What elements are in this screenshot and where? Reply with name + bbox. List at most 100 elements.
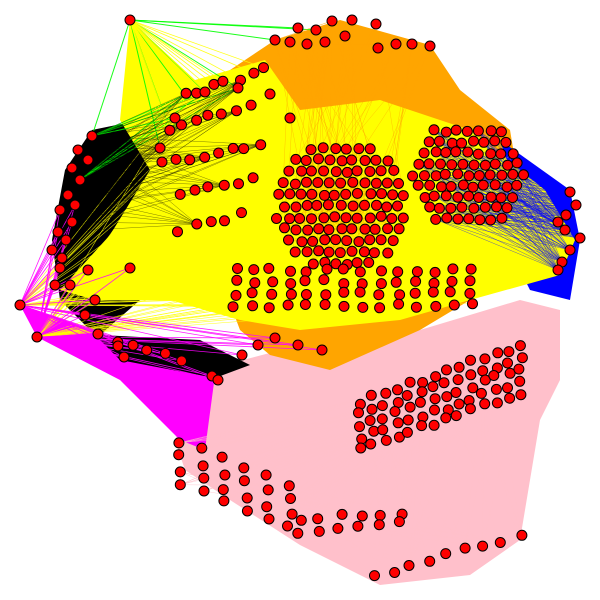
- graph-node: [382, 155, 394, 167]
- graph-node: [564, 186, 576, 198]
- edge: [19, 270, 291, 306]
- edge: [479, 219, 571, 251]
- graph-node: [412, 179, 424, 191]
- graph-node: [346, 245, 358, 257]
- graph-node: [375, 278, 387, 290]
- graph-node: [347, 200, 359, 212]
- edge: [301, 520, 375, 576]
- graph-node: [477, 540, 489, 552]
- graph-node: [472, 125, 484, 137]
- graph-node: [514, 375, 526, 387]
- graph-node: [290, 224, 302, 236]
- graph-node: [232, 263, 243, 274]
- graph-node: [364, 415, 376, 426]
- edge: [288, 219, 481, 306]
- graph-node: [54, 204, 66, 216]
- edge: [36, 148, 234, 338]
- graph-node: [347, 176, 359, 188]
- edge: [282, 41, 291, 183]
- edge: [203, 395, 372, 492]
- graph-node: [467, 181, 479, 193]
- graph-node: [477, 179, 489, 191]
- graph-node: [230, 289, 242, 301]
- graph-node: [435, 158, 446, 170]
- edge: [224, 474, 291, 499]
- graph-node: [474, 214, 486, 226]
- graph-node: [284, 188, 296, 200]
- graph-node: [411, 266, 423, 278]
- graph-node: [79, 309, 91, 321]
- graph-node: [475, 387, 487, 399]
- graph-node: [60, 234, 72, 246]
- graph-node: [89, 294, 101, 306]
- graph-node: [494, 537, 506, 548]
- graph-node: [380, 434, 392, 446]
- graph-node: [310, 24, 322, 36]
- graph-node: [496, 169, 508, 181]
- graph-node: [386, 213, 398, 224]
- edge: [79, 157, 205, 181]
- graph-node: [69, 199, 81, 211]
- graph-node: [330, 234, 342, 246]
- edge: [91, 87, 239, 137]
- graph-node: [441, 391, 453, 403]
- graph-node: [406, 38, 418, 50]
- graph-node: [452, 213, 464, 225]
- graph-node: [319, 299, 331, 310]
- edge: [71, 157, 205, 223]
- edge: [178, 402, 421, 455]
- edge: [79, 93, 187, 181]
- edge: [36, 314, 86, 338]
- edge: [243, 362, 508, 469]
- edge: [203, 416, 423, 467]
- graph-node: [294, 213, 306, 224]
- graph-node: [452, 191, 464, 203]
- graph-node: [351, 257, 363, 269]
- graph-node: [429, 393, 441, 405]
- graph-node: [112, 340, 124, 352]
- graph-node: [365, 188, 377, 200]
- graph-node: [311, 199, 323, 211]
- graph-node: [359, 223, 371, 235]
- graph-node: [180, 87, 192, 99]
- graph-node: [507, 148, 519, 160]
- edge: [57, 93, 187, 233]
- graph-node: [463, 190, 475, 202]
- graph-node: [238, 475, 250, 487]
- edge: [19, 299, 96, 306]
- edge: [295, 159, 404, 196]
- edge: [244, 402, 399, 481]
- graph-node: [334, 247, 346, 259]
- graph-node: [176, 355, 188, 367]
- graph-node: [479, 159, 491, 171]
- graph-node: [284, 112, 296, 124]
- graph-node: [252, 339, 264, 351]
- graph-node: [313, 245, 325, 257]
- edge: [79, 87, 239, 181]
- graph-node: [353, 407, 364, 419]
- graph-node: [261, 501, 273, 513]
- edge: [129, 19, 276, 41]
- graph-node: [218, 495, 230, 507]
- graph-node: [453, 361, 465, 373]
- graph-node: [375, 210, 387, 222]
- graph-node: [329, 211, 341, 223]
- graph-node: [264, 88, 276, 100]
- graph-node: [323, 177, 335, 189]
- graph-node: [216, 451, 228, 463]
- graph-node: [335, 199, 347, 211]
- graph-node: [516, 352, 528, 364]
- edge: [382, 429, 446, 554]
- graph-node: [393, 431, 405, 443]
- graph-node: [277, 177, 289, 189]
- graph-node: [169, 112, 181, 124]
- graph-node: [467, 298, 478, 310]
- graph-node: [319, 36, 331, 48]
- graph-node: [174, 479, 186, 491]
- graph-node: [354, 421, 365, 433]
- edge: [19, 204, 76, 306]
- graph-node: [394, 289, 406, 301]
- graph-node: [496, 212, 508, 224]
- graph-node: [198, 472, 210, 484]
